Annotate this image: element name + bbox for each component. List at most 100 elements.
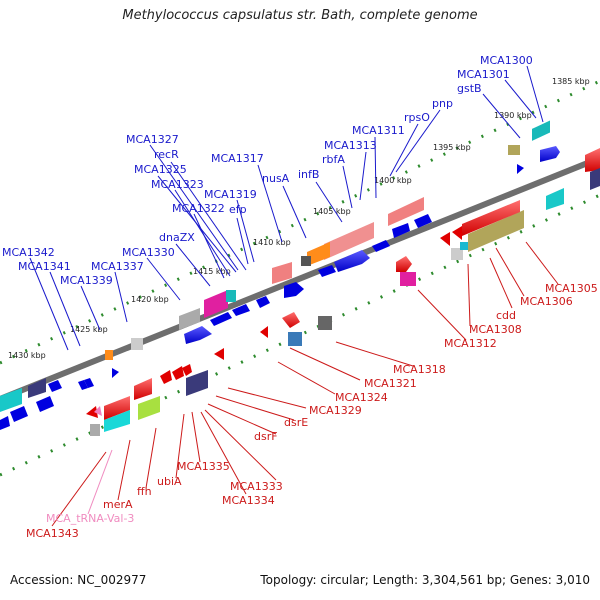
gene-label[interactable]: recR: [154, 148, 179, 161]
gene-label[interactable]: ffh: [137, 485, 152, 498]
gene-label[interactable]: merA: [103, 498, 133, 511]
gene-arrow[interactable]: [172, 366, 184, 380]
gene-arrow[interactable]: [282, 312, 300, 328]
gene-block[interactable]: [324, 222, 374, 260]
gene-block[interactable]: [28, 378, 46, 398]
gene-arrow[interactable]: [284, 282, 304, 298]
gene-label[interactable]: MCA1319: [204, 188, 257, 201]
gene-label[interactable]: MCA1330: [122, 246, 175, 259]
gene-arrow[interactable]: [452, 226, 462, 240]
gene-arrow[interactable]: [48, 380, 62, 392]
gene-arrow[interactable]: [260, 326, 268, 338]
gene-label[interactable]: dnaZX: [159, 231, 195, 244]
gene-block[interactable]: [590, 168, 600, 190]
gene-label[interactable]: rpsO: [404, 111, 430, 124]
gene-label[interactable]: MCA1311: [352, 124, 405, 137]
gene-box[interactable]: [301, 256, 311, 266]
gene-box[interactable]: [288, 332, 302, 346]
gene-label[interactable]: MCA1325: [134, 163, 187, 176]
gene-label[interactable]: infB: [298, 168, 319, 181]
gene-label[interactable]: MCA1343: [26, 527, 79, 540]
gene-block[interactable]: [134, 378, 152, 400]
gene-label[interactable]: MCA1324: [335, 391, 388, 404]
gene-box[interactable]: [226, 290, 236, 302]
gene-block[interactable]: [138, 396, 160, 420]
gene-label[interactable]: MCA1327: [126, 133, 179, 146]
gene-label[interactable]: dsrE: [284, 416, 308, 429]
gene-label[interactable]: MCA1306: [520, 295, 573, 308]
gene-arrow[interactable]: [36, 396, 54, 412]
gene-label[interactable]: MCA1321: [364, 377, 417, 390]
gene-label[interactable]: MCA1333: [230, 480, 283, 493]
gene-label[interactable]: MCA1317: [211, 152, 264, 165]
gene-arrow[interactable]: [318, 265, 336, 277]
gene-label[interactable]: MCA1323: [151, 178, 204, 191]
gene-label[interactable]: MCA1329: [309, 404, 362, 417]
gene-label[interactable]: MCA1322: [172, 202, 225, 215]
gene-label[interactable]: efp: [229, 203, 247, 216]
gene-block[interactable]: [204, 290, 228, 318]
gene-label[interactable]: gstB: [457, 82, 482, 95]
gene-label[interactable]: dsrF: [254, 430, 278, 443]
gene-box[interactable]: [451, 248, 463, 260]
gene-arrow[interactable]: [0, 416, 10, 430]
gene-block[interactable]: [307, 242, 330, 266]
gene-label[interactable]: cdd: [496, 309, 516, 322]
gene-label[interactable]: pnp: [432, 97, 453, 110]
gene-block[interactable]: [388, 197, 424, 226]
gene-arrow[interactable]: [112, 368, 119, 378]
gene-arrow[interactable]: [10, 406, 28, 422]
gene-block[interactable]: [186, 370, 208, 396]
gene-block[interactable]: [104, 396, 130, 420]
gene-box[interactable]: [400, 272, 416, 286]
gene-box[interactable]: [318, 316, 332, 330]
gene-block[interactable]: [468, 210, 524, 252]
gene-block[interactable]: [272, 262, 292, 284]
gene-arrow[interactable]: [214, 348, 224, 360]
gene-label[interactable]: MCA1335: [177, 460, 230, 473]
gene-arrow[interactable]: [396, 256, 412, 272]
gene-arrow[interactable]: [182, 364, 192, 376]
gene-label[interactable]: MCA1339: [60, 274, 113, 287]
gene-label[interactable]: MCA1342: [2, 246, 55, 259]
gene-arrow[interactable]: [84, 378, 94, 388]
gene-label[interactable]: MCA1312: [444, 337, 497, 350]
trna-label[interactable]: MCA_tRNA-Val-3: [46, 512, 134, 525]
gene-block[interactable]: [462, 200, 520, 236]
gene-arrow[interactable]: [86, 406, 98, 418]
gene-label[interactable]: MCA1308: [469, 323, 522, 336]
gene-arrow[interactable]: [392, 223, 410, 238]
gene-arrow[interactable]: [94, 406, 102, 416]
gene-arrow[interactable]: [232, 304, 250, 316]
gene-label[interactable]: MCA1300: [480, 54, 533, 67]
gene-arrow[interactable]: [585, 148, 600, 172]
gene-arrow[interactable]: [184, 326, 212, 344]
gene-arrow[interactable]: [540, 146, 560, 162]
gene-box[interactable]: [131, 338, 143, 350]
gene-block[interactable]: [179, 308, 200, 330]
gene-label[interactable]: nusA: [262, 172, 290, 185]
gene-block[interactable]: [546, 188, 564, 210]
gene-label[interactable]: MCA1334: [222, 494, 275, 507]
gene-label[interactable]: MCA1305: [545, 282, 598, 295]
gene-arrow[interactable]: [372, 240, 390, 252]
gene-arrow[interactable]: [256, 296, 270, 308]
gene-arrow[interactable]: [414, 214, 432, 228]
gene-label[interactable]: MCA1301: [457, 68, 510, 81]
gene-label[interactable]: MCA1313: [324, 139, 377, 152]
gene-arrow[interactable]: [160, 370, 172, 384]
gene-box[interactable]: [90, 424, 100, 436]
gene-label[interactable]: ubiA: [157, 475, 182, 488]
gene-label[interactable]: rbfA: [322, 153, 345, 166]
gene-block[interactable]: [104, 410, 130, 432]
gene-arrow[interactable]: [334, 250, 370, 272]
gene-block[interactable]: [0, 388, 22, 412]
gene-arrow[interactable]: [78, 380, 88, 390]
gene-arrow[interactable]: [517, 164, 524, 174]
gene-box[interactable]: [105, 350, 113, 360]
gene-arrow[interactable]: [210, 312, 232, 326]
gene-box[interactable]: [460, 242, 468, 250]
gene-label[interactable]: MCA1337: [91, 260, 144, 273]
gene-arrow[interactable]: [440, 232, 450, 246]
gene-box[interactable]: [532, 120, 550, 141]
